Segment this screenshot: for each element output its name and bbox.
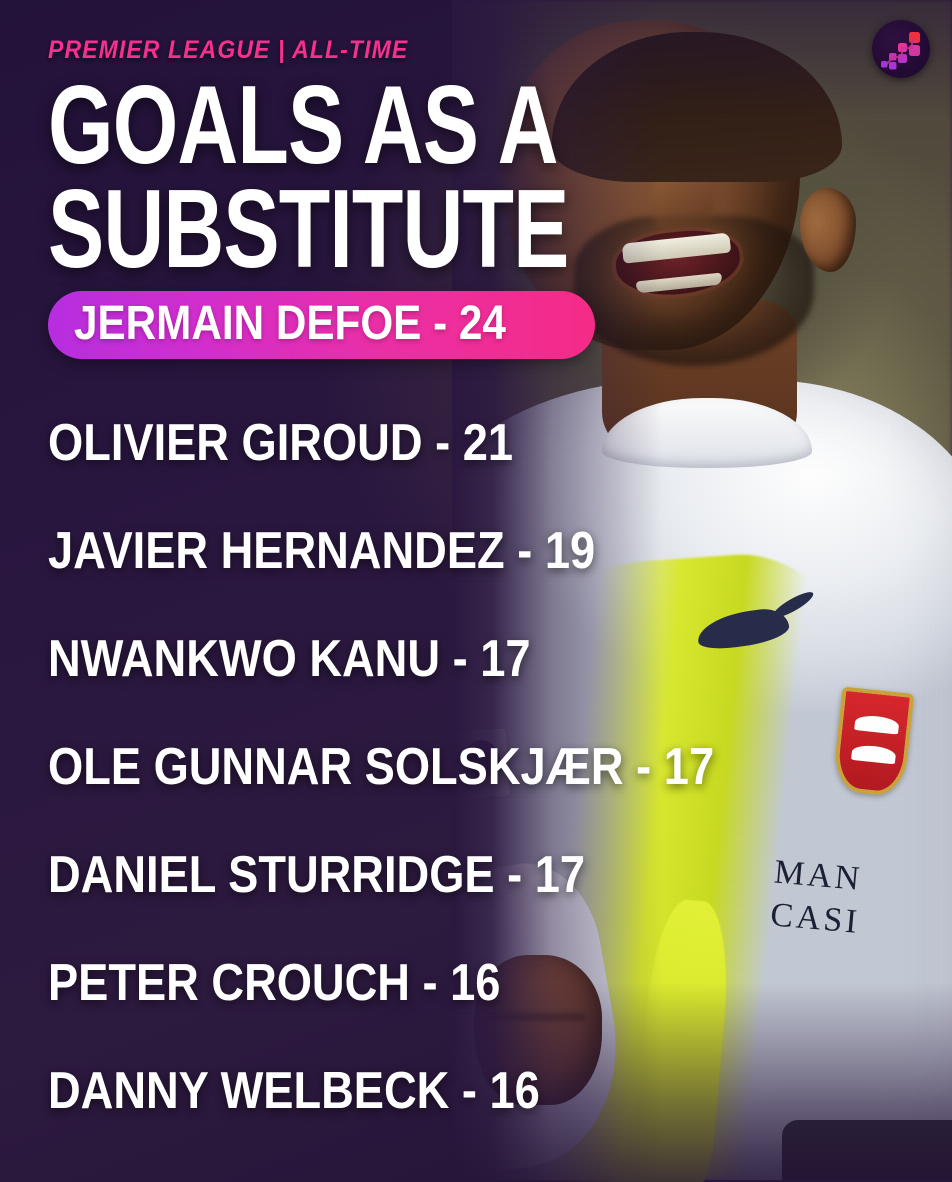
ascending-blocks-logo-icon[interactable]	[872, 20, 930, 78]
list-item: PETER CROUCH - 16	[48, 929, 952, 1037]
highlight-badge[interactable]: JERMAIN DEFOE - 24	[48, 291, 595, 360]
list-item-label: DANIEL STURRIDGE - 17	[48, 846, 586, 905]
list-item: DANNY WELBECK - 16	[48, 1037, 952, 1145]
list-item: JAVIER HERNANDEZ - 19	[48, 497, 952, 605]
list-item: NWANKWO KANU - 17	[48, 605, 952, 713]
title-line-2: SUBSTITUTE	[48, 165, 569, 291]
list-item-label: OLIVIER GIROUD - 21	[48, 414, 514, 473]
highlight-badge-label: JERMAIN DEFOE - 24	[74, 297, 506, 351]
list-item: DANIEL STURRIDGE - 17	[48, 821, 952, 929]
list-item-label: OLE GUNNAR SOLSKJÆR - 17	[48, 738, 715, 797]
photo-fade-bottom	[452, 982, 952, 1182]
title-line-1: GOALS AS A	[48, 61, 558, 187]
page-title: GOALS AS A SUBSTITUTE	[48, 61, 825, 291]
eyebrow-label: PREMIER LEAGUE | ALL-TIME	[48, 36, 409, 64]
ranking-list: OLIVIER GIROUD - 21 JAVIER HERNANDEZ - 1…	[48, 389, 952, 1145]
list-item-label: DANNY WELBECK - 16	[48, 1062, 540, 1121]
list-item-label: PETER CROUCH - 16	[48, 954, 501, 1013]
list-item-label: JAVIER HERNANDEZ - 19	[48, 522, 596, 581]
list-item: OLIVIER GIROUD - 21	[48, 389, 952, 497]
list-item-label: NWANKWO KANU - 17	[48, 630, 531, 689]
list-item: OLE GUNNAR SOLSKJÆR - 17	[48, 713, 952, 821]
